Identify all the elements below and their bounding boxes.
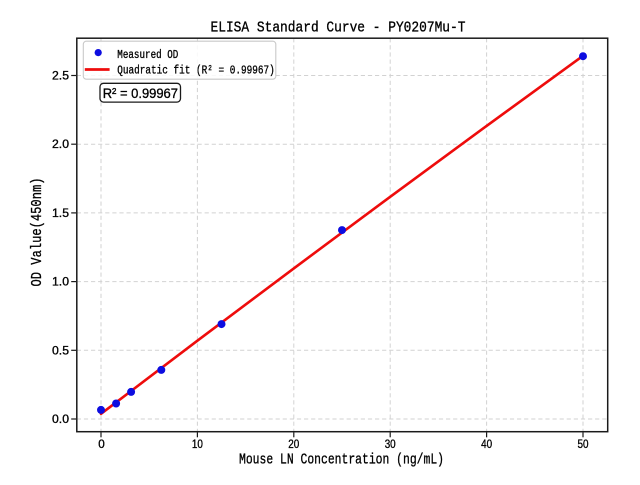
svg-text:1.0: 1.0 [52, 275, 69, 289]
svg-text:Quadratic fit (R² = 0.99967): Quadratic fit (R² = 0.99967) [117, 63, 274, 77]
svg-text:30: 30 [385, 437, 396, 451]
svg-text:ELISA Standard Curve - PY0207M: ELISA Standard Curve - PY0207Mu-T [211, 20, 466, 37]
svg-text:50: 50 [578, 437, 589, 451]
svg-text:R² = 0.99967: R² = 0.99967 [103, 86, 178, 102]
svg-text:40: 40 [481, 437, 492, 451]
svg-text:2.5: 2.5 [52, 69, 69, 83]
svg-text:0: 0 [98, 437, 105, 451]
svg-text:OD Value(450nm): OD Value(450nm) [30, 178, 46, 287]
svg-text:Measured OD: Measured OD [117, 48, 178, 62]
svg-text:0.0: 0.0 [52, 412, 69, 426]
svg-text:2.0: 2.0 [52, 137, 69, 151]
svg-text:Mouse LN Concentration (ng/mL): Mouse LN Concentration (ng/mL) [239, 452, 444, 469]
svg-text:10: 10 [192, 437, 203, 451]
svg-text:20: 20 [288, 437, 299, 451]
svg-text:0.5: 0.5 [52, 343, 69, 357]
svg-text:1.5: 1.5 [52, 206, 69, 220]
